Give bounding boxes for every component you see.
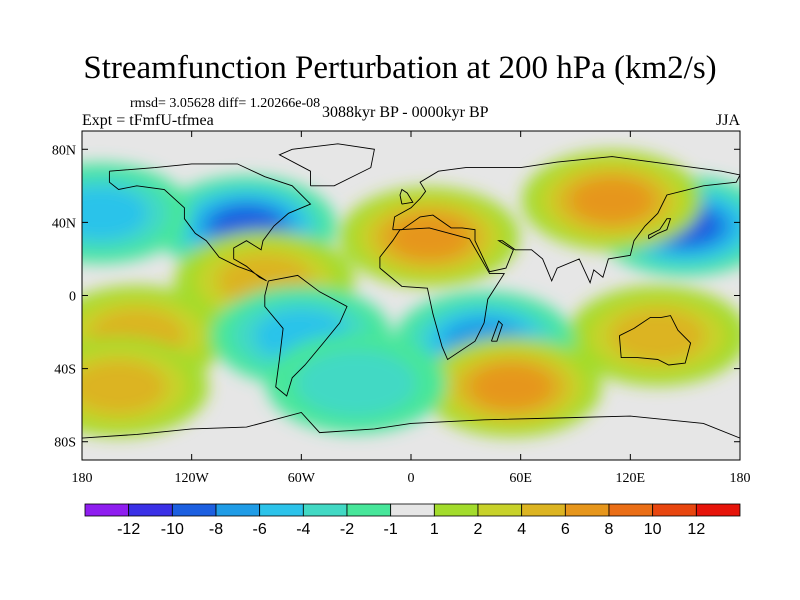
contour-level bbox=[296, 350, 417, 417]
colorbar-swatch bbox=[652, 503, 697, 517]
contour-level bbox=[82, 360, 166, 413]
chart-title: Streamfunction Perturbation at 200 hPa (… bbox=[83, 50, 717, 86]
field-n-atlantic-low-2 bbox=[82, 163, 191, 264]
y-tick-label: 80S bbox=[54, 436, 76, 451]
colorbar-swatch bbox=[215, 503, 261, 517]
contour-level bbox=[389, 215, 470, 260]
rmsd-label: rmsd= 3.05628 diff= 1.20266e-08 bbox=[130, 96, 321, 111]
coastline-greenland bbox=[278, 143, 375, 187]
colorbar-label: 8 bbox=[605, 521, 614, 538]
contour-fields bbox=[82, 150, 740, 437]
colorbar-label: -10 bbox=[161, 521, 184, 538]
x-tick-label: 120W bbox=[175, 471, 210, 486]
coastline-africa bbox=[379, 227, 506, 361]
colorbar-label: -8 bbox=[209, 521, 223, 538]
contour-level bbox=[572, 178, 653, 223]
colorbar-label: 12 bbox=[687, 521, 705, 538]
field-s-indian-high bbox=[421, 336, 602, 437]
coastline-antarctica bbox=[82, 411, 740, 439]
season-label: JJA bbox=[716, 112, 741, 129]
colorbar-swatch bbox=[564, 503, 610, 517]
colorbar-label: -1 bbox=[384, 521, 398, 538]
field-australia-high bbox=[567, 285, 740, 386]
x-tick-label: 0 bbox=[408, 471, 415, 486]
colorbar-swatch bbox=[433, 503, 479, 517]
y-tick-label: 40S bbox=[54, 363, 76, 378]
contour-level bbox=[82, 187, 148, 240]
coastline-australia bbox=[618, 315, 692, 366]
colorbar-label: 1 bbox=[430, 521, 439, 538]
colorbar-swatch bbox=[521, 503, 566, 517]
y-tick-label: 0 bbox=[69, 290, 76, 305]
colorbar-swatch bbox=[302, 503, 348, 517]
coastline-north-america bbox=[108, 163, 312, 282]
colorbar-swatch bbox=[477, 503, 523, 517]
coastline-japan bbox=[648, 218, 672, 240]
field-s-pacific-high-2 bbox=[82, 336, 209, 437]
coastlines bbox=[82, 143, 740, 439]
colorbar-label: 10 bbox=[644, 521, 662, 538]
coastline-uk bbox=[399, 188, 414, 205]
field-africa-high bbox=[339, 187, 520, 288]
experiment-label: Expt = tFmfU-tfmea bbox=[82, 112, 214, 129]
colorbar-label: 2 bbox=[474, 521, 483, 538]
x-tick-label: 180 bbox=[730, 471, 751, 486]
colorbar-label: -4 bbox=[296, 521, 310, 538]
colorbar-swatch bbox=[695, 503, 741, 517]
colorbar-swatch bbox=[128, 503, 173, 517]
coastline-madagascar bbox=[490, 320, 503, 342]
period-label: 3088kyr BP - 0000kyr BP bbox=[322, 104, 489, 121]
field-asia-high bbox=[522, 150, 703, 251]
colorbar: -12 -10 -8 -6 -4 -2 -1 1 2 4 6 8 10 12 bbox=[84, 503, 741, 538]
colorbar-label: -6 bbox=[253, 521, 267, 538]
colorbar-swatch bbox=[390, 503, 435, 517]
contour-level bbox=[610, 309, 705, 362]
x-tick-label: 180 bbox=[72, 471, 93, 486]
colorbar-swatch bbox=[608, 503, 654, 517]
colorbar-label: 4 bbox=[517, 521, 526, 538]
colorbar-swatch bbox=[171, 503, 217, 517]
x-tick-label: 60E bbox=[509, 471, 532, 486]
coastline-eurasia bbox=[392, 156, 740, 284]
y-tick-label: 40N bbox=[52, 216, 76, 231]
x-tick-label: 60W bbox=[288, 471, 316, 486]
colorbar-swatch bbox=[84, 503, 130, 517]
map-plot-area bbox=[81, 130, 741, 461]
y-tick-label: 80N bbox=[52, 143, 76, 158]
colorbar-label: -12 bbox=[117, 521, 140, 538]
field-southern-ocean-low bbox=[266, 333, 447, 434]
x-tick-label: 120E bbox=[616, 471, 646, 486]
contour-level bbox=[471, 364, 552, 409]
colorbar-swatch bbox=[346, 503, 392, 517]
coastline-south-america bbox=[264, 274, 348, 397]
colorbar-label: 6 bbox=[561, 521, 570, 538]
colorbar-swatch bbox=[259, 503, 304, 517]
axis-ticks: 180 120W 60W 0 60E 120E 180 80N 40N 0 40S 80S bbox=[52, 131, 751, 486]
colorbar-label: -2 bbox=[340, 521, 354, 538]
